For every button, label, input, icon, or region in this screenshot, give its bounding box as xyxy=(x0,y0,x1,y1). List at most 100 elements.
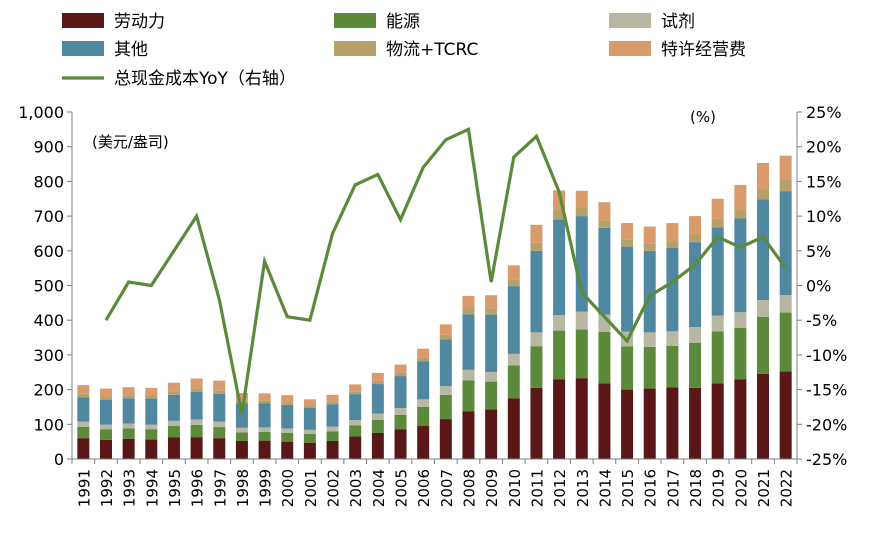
right-axis-unit: (%) xyxy=(690,108,716,126)
bar-segment-0-2002 xyxy=(326,440,339,459)
bar-segment-3-2000 xyxy=(281,404,294,429)
bar-segment-1-1995 xyxy=(167,426,180,438)
bar-segment-5-2019 xyxy=(711,198,724,219)
bar-segment-3-2010 xyxy=(507,286,520,354)
bar-segment-4-2005 xyxy=(394,372,407,377)
bar-segment-0-2011 xyxy=(530,387,543,459)
x-tick-label: 1999 xyxy=(257,469,275,507)
bar-segment-2-1996 xyxy=(190,419,203,425)
bar-segment-1-2021 xyxy=(757,316,770,374)
bar-segment-5-2017 xyxy=(666,223,679,242)
bar-segment-1-1994 xyxy=(145,429,158,440)
bar-segment-2-2002 xyxy=(326,426,339,432)
bar-segment-1-2011 xyxy=(530,346,543,388)
bar-segment-3-1998 xyxy=(235,403,248,428)
bar-segment-3-2021 xyxy=(757,199,770,301)
bar-segment-4-1992 xyxy=(99,396,112,400)
x-tick-label: 2018 xyxy=(687,469,705,507)
bar-segment-5-2022 xyxy=(779,155,792,181)
y-tick-label: 600 xyxy=(33,242,64,261)
bar-segment-4-2022 xyxy=(779,180,792,192)
bar-segment-0-2014 xyxy=(598,383,611,459)
x-tick-label: 2022 xyxy=(778,469,796,507)
bar-segment-5-2006 xyxy=(417,348,430,358)
y2-tick-label: -20% xyxy=(806,415,847,434)
bar-segment-3-2015 xyxy=(621,246,634,332)
bar-segment-4-2015 xyxy=(621,239,634,247)
x-tick-label: 2001 xyxy=(302,469,320,507)
y-tick-label: 200 xyxy=(33,381,64,400)
yoy-series-line xyxy=(104,127,787,415)
y-tick-label: 900 xyxy=(33,138,64,157)
bar-segment-2-2012 xyxy=(553,315,566,331)
bar-segment-0-2018 xyxy=(689,387,702,459)
bar-segment-4-2008 xyxy=(462,308,475,315)
x-tick-label: 2007 xyxy=(438,469,456,507)
bar-segment-4-2006 xyxy=(417,357,430,362)
bar-segment-3-2013 xyxy=(575,216,588,312)
bar-segment-3-1992 xyxy=(99,399,112,425)
y2-tick-label: 5% xyxy=(806,242,831,261)
bar-segment-1-2009 xyxy=(485,381,498,410)
x-tick-label: 2020 xyxy=(732,469,750,507)
y-tick-label: 0 xyxy=(54,450,64,469)
bar-segment-1-1999 xyxy=(258,431,271,441)
bar-segment-5-2005 xyxy=(394,364,407,373)
bar-segment-2-2018 xyxy=(689,327,702,343)
x-tick-label: 2019 xyxy=(710,469,728,507)
bar-segment-3-2017 xyxy=(666,248,679,332)
y-tick-label: 100 xyxy=(33,415,64,434)
legend-label-4: 物流+TCRC xyxy=(386,40,478,60)
bar-segment-1-1991 xyxy=(77,426,90,439)
legend-label-5: 特许经营费 xyxy=(661,40,746,60)
bar-segment-5-2011 xyxy=(530,224,543,243)
legend-swatch-5 xyxy=(609,41,651,56)
bar-segment-3-1999 xyxy=(258,403,271,428)
left-y-tick-labels: 0 100 200 300 400 500 600 700 800 900 1,000 xyxy=(18,103,64,469)
bar-segment-4-1997 xyxy=(213,390,226,394)
bar-segment-1-2017 xyxy=(666,345,679,388)
bar-segment-5-2018 xyxy=(689,216,702,235)
x-tick-label: 2017 xyxy=(664,469,682,507)
bar-segment-3-1997 xyxy=(213,393,226,422)
bar-segment-1-1998 xyxy=(235,432,248,441)
legend-label-2: 试剂 xyxy=(661,12,695,32)
bar-segment-5-1996 xyxy=(190,378,203,389)
bar-segment-0-1999 xyxy=(258,440,271,459)
bar-segment-0-1996 xyxy=(190,437,203,459)
bar-stack-layer xyxy=(77,155,792,459)
x-tick-label: 2012 xyxy=(551,469,569,507)
x-tick-label: 1992 xyxy=(98,469,116,507)
bar-segment-2-2020 xyxy=(734,312,747,328)
bar-segment-1-2002 xyxy=(326,431,339,441)
bar-segment-1-2020 xyxy=(734,327,747,380)
bar-segment-0-1993 xyxy=(122,438,135,459)
bar-segment-3-2016 xyxy=(643,250,656,333)
bar-segment-4-1998 xyxy=(235,400,248,404)
bar-segment-0-2021 xyxy=(757,373,770,459)
bar-segment-5-2001 xyxy=(303,399,316,406)
y-tick-label: 400 xyxy=(33,311,64,330)
bar-segment-4-2019 xyxy=(711,218,724,228)
bar-segment-3-1994 xyxy=(145,398,158,425)
legend-label-3: 其他 xyxy=(114,40,148,60)
x-tick-label: 2002 xyxy=(325,469,343,507)
legend-swatch-0 xyxy=(62,13,104,28)
x-tick-label: 2008 xyxy=(460,469,478,507)
bar-segment-3-2011 xyxy=(530,250,543,333)
bar-segment-0-2022 xyxy=(779,371,792,459)
x-tick-label: 2003 xyxy=(347,469,365,507)
bar-segment-5-2008 xyxy=(462,295,475,309)
y2-tick-label: 0% xyxy=(806,277,831,296)
y2-tick-label: -10% xyxy=(806,346,847,365)
bar-segment-5-2009 xyxy=(485,295,498,309)
x-tick-label: 1996 xyxy=(189,469,207,507)
y-tick-label: 500 xyxy=(33,277,64,296)
bar-segment-1-1997 xyxy=(213,427,226,439)
bar-segment-4-2016 xyxy=(643,243,656,251)
bar-segment-2-1991 xyxy=(77,421,90,427)
x-tick-label: 1997 xyxy=(211,469,229,507)
bar-segment-4-1993 xyxy=(122,395,135,399)
bar-segment-3-2007 xyxy=(439,339,452,387)
